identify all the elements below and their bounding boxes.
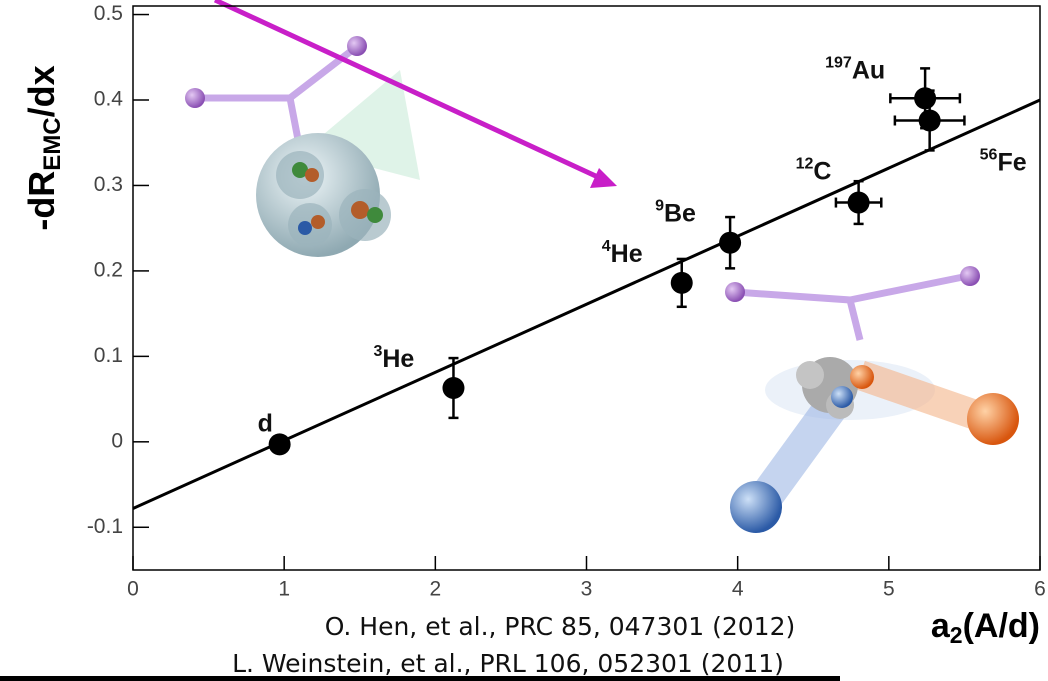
x-axis-title-rest: (A/d) xyxy=(963,607,1040,645)
point-label-mass: 9 xyxy=(655,198,664,215)
point-label: 3He xyxy=(373,343,414,372)
point xyxy=(847,191,870,214)
point xyxy=(442,376,465,399)
y-tick-label: 0.2 xyxy=(94,258,123,281)
point xyxy=(719,231,742,254)
x-axis-title-main: a xyxy=(931,607,951,645)
point-label-symbol: C xyxy=(813,157,831,185)
x-axis-title-sub: 2 xyxy=(950,622,963,648)
y-axis-title-rest: /dx xyxy=(21,65,62,117)
x-tick-label: 1 xyxy=(278,578,290,601)
point-label: 4He xyxy=(602,238,643,267)
point-label: 12C xyxy=(796,156,832,185)
y-tick-label: -0.1 xyxy=(87,515,123,538)
point-label-symbol: Be xyxy=(664,199,696,227)
illustration-bottom xyxy=(725,266,1019,533)
point xyxy=(268,433,291,456)
point-label-mass: 12 xyxy=(796,156,814,173)
arrow xyxy=(213,0,617,188)
y-tick-label: 0.3 xyxy=(94,173,123,196)
x-tick-label: 3 xyxy=(581,578,593,601)
illustration-top xyxy=(185,36,420,257)
point-label-mass: 56 xyxy=(980,147,998,164)
x-tick-label: 6 xyxy=(1034,578,1046,601)
x-axis-title: a2(A/d) xyxy=(931,607,1040,648)
x-tick-label: 2 xyxy=(429,578,441,601)
point-label-symbol: He xyxy=(382,345,414,373)
point-label-symbol: Au xyxy=(852,56,885,84)
x-tick-label: 4 xyxy=(732,578,744,601)
x-tick-label: 0 xyxy=(127,578,139,601)
y-axis-title: -dREMC/dx xyxy=(21,65,67,230)
x-tick-label: 5 xyxy=(883,578,895,601)
y-tick-label: 0.1 xyxy=(94,344,123,367)
y-tick-label: 0.5 xyxy=(94,2,123,25)
point-label-mass: 4 xyxy=(602,238,611,255)
point-label-symbol: d xyxy=(258,409,273,437)
y-axis-title-sub: EMC xyxy=(39,117,66,170)
point-label-mass: 3 xyxy=(373,343,382,360)
y-axis-title-main: -dR xyxy=(21,171,62,231)
y-tick-label: 0 xyxy=(111,429,123,452)
point-label: 9Be xyxy=(655,198,696,227)
point xyxy=(670,271,693,294)
bottom-bar xyxy=(0,676,840,681)
point-label: d xyxy=(258,409,273,437)
point-label-mass: 197 xyxy=(825,55,852,72)
point-label: 56Fe xyxy=(980,147,1027,176)
reference: L. Weinstein, et al., PRL 106, 052301 (2… xyxy=(232,649,784,678)
y-tick-label: 0.4 xyxy=(94,88,124,111)
point-label-symbol: He xyxy=(611,239,643,267)
reference: O. Hen, et al., PRC 85, 047301 (2012) xyxy=(325,612,796,641)
point-label-symbol: Fe xyxy=(997,148,1026,176)
point-label: 197Au xyxy=(825,55,885,84)
point xyxy=(918,109,941,132)
